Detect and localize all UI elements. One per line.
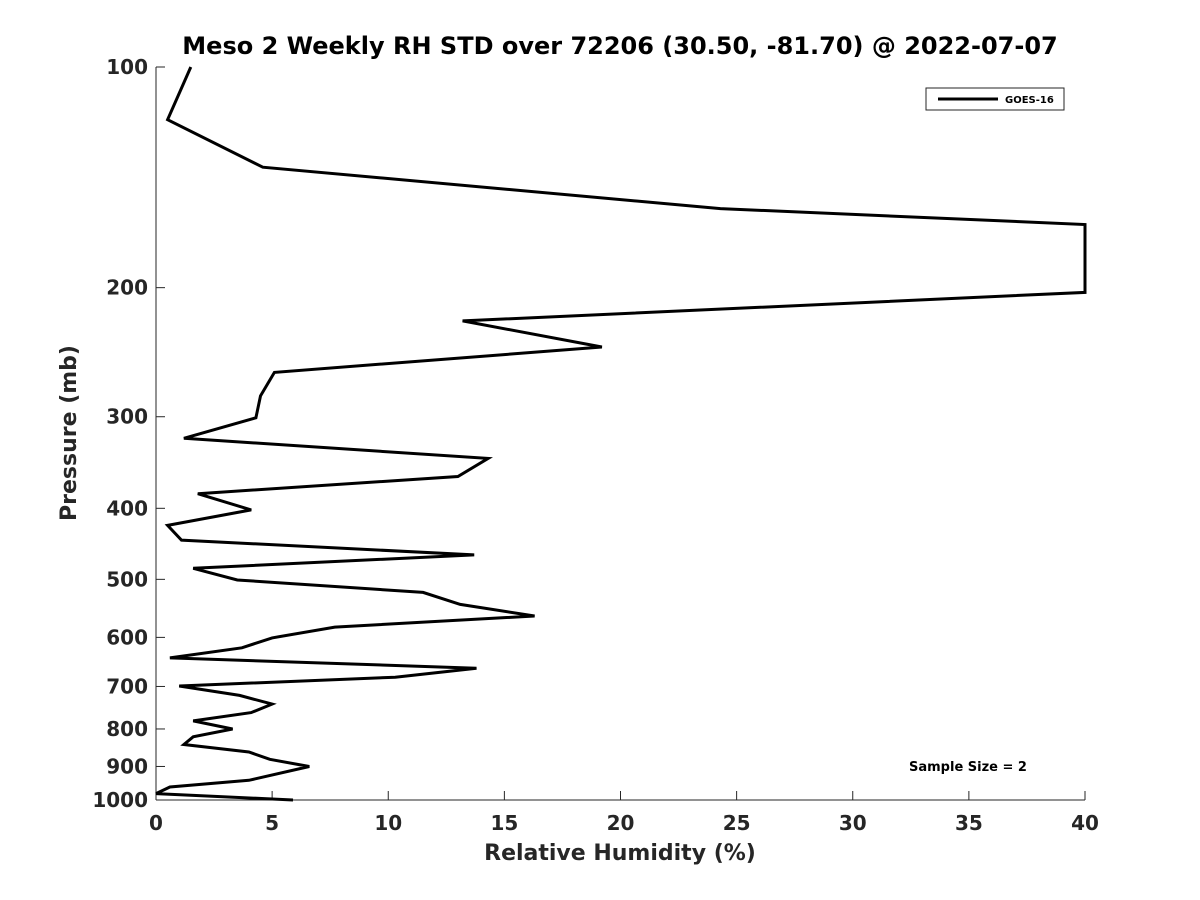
x-ticks: 0 5 10 15 20 25 30 35 40 xyxy=(149,791,1099,835)
y-tick-label: 700 xyxy=(106,674,148,698)
y-tick-label: 500 xyxy=(106,567,148,591)
plot-area xyxy=(155,67,1085,801)
y-tick-label: 300 xyxy=(106,405,148,429)
x-tick-label: 20 xyxy=(607,811,635,835)
y-tick-label: 200 xyxy=(106,276,148,300)
x-tick-label: 25 xyxy=(723,811,751,835)
sample-size-annotation: Sample Size = 2 xyxy=(909,760,1027,775)
series-layer xyxy=(155,66,1087,802)
legend-entry-goes-16: GOES-16 xyxy=(1005,95,1054,106)
y-tick-label: 400 xyxy=(106,496,148,520)
y-axis-label: Pressure (mb) xyxy=(57,345,82,521)
x-tick-label: 40 xyxy=(1071,811,1099,835)
series-line-goes-16 xyxy=(155,66,1087,802)
y-tick-label: 600 xyxy=(106,625,148,649)
x-tick-label: 5 xyxy=(265,811,279,835)
y-ticks: 100 200 300 400 500 600 700 800 900 1000 xyxy=(92,55,165,812)
x-tick-label: 35 xyxy=(955,811,983,835)
y-tick-label: 900 xyxy=(106,754,148,778)
legend: GOES-16 xyxy=(925,87,1065,111)
x-axis-label: Relative Humidity (%) xyxy=(484,841,756,866)
y-tick-label: 1000 xyxy=(92,788,148,812)
y-tick-label: 100 xyxy=(106,55,148,79)
x-tick-label: 0 xyxy=(149,811,163,835)
x-tick-label: 10 xyxy=(374,811,402,835)
plot-background xyxy=(156,67,1085,800)
chart-title: Meso 2 Weekly RH STD over 72206 (30.50, … xyxy=(182,32,1057,60)
x-tick-label: 30 xyxy=(839,811,867,835)
y-tick-label: 800 xyxy=(106,717,148,741)
x-tick-label: 15 xyxy=(490,811,518,835)
